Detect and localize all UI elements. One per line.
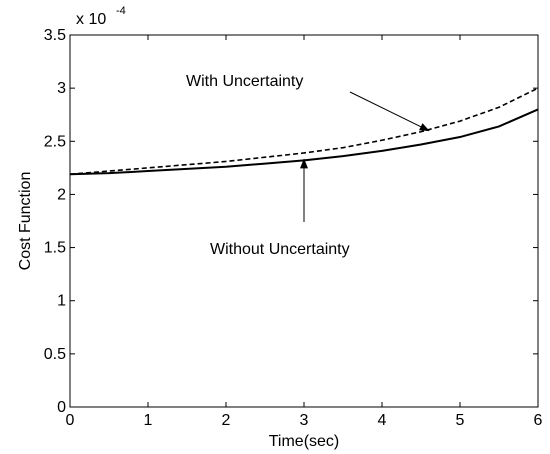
x-tick-label: 1 xyxy=(144,412,153,429)
x-tick-label: 3 xyxy=(300,412,309,429)
annotation-without-uncertainty: Without Uncertainty xyxy=(210,241,350,258)
y-tick-label: 0.5 xyxy=(44,346,66,363)
x-tick-label: 4 xyxy=(378,412,387,429)
series-line-0 xyxy=(69,87,539,176)
x-axis-title: Time(sec) xyxy=(269,433,340,450)
y-tick-label: 0 xyxy=(57,399,66,416)
annotation-arrow-with-uncertainty xyxy=(349,91,430,132)
y-tick-label: 2 xyxy=(57,186,66,203)
y-multiplier-base: x 10 xyxy=(76,11,106,28)
x-tick-label: 6 xyxy=(534,412,543,429)
annotation-arrows xyxy=(300,91,430,222)
y-axis-title: Cost Function xyxy=(17,172,34,271)
x-tick-label: 0 xyxy=(66,412,75,429)
x-axis: 0 1 2 3 4 5 6 xyxy=(66,35,543,429)
y-axis: 0 0.5 1 1.5 2 2.5 3 3.5 xyxy=(44,27,538,416)
x-tick-label: 5 xyxy=(456,412,465,429)
x-tick-label: 2 xyxy=(222,412,231,429)
y-tick-label: 2.5 xyxy=(44,133,66,150)
annotation-with-uncertainty: With Uncertainty xyxy=(186,73,303,90)
y-tick-label: 1 xyxy=(57,293,66,310)
y-tick-label: 3.5 xyxy=(44,27,66,44)
y-multiplier-exponent: -4 xyxy=(116,5,126,17)
y-tick-label: 1.5 xyxy=(44,240,66,257)
y-tick-label: 3 xyxy=(57,80,66,97)
